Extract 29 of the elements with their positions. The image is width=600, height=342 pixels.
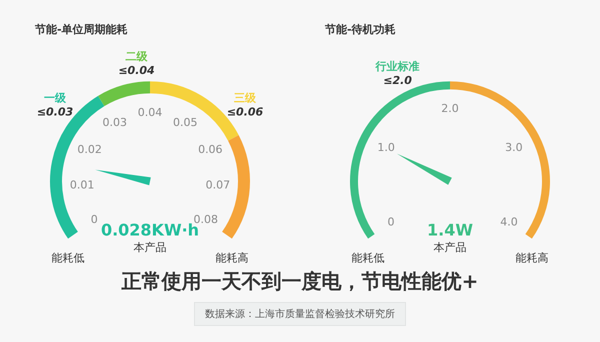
text: 本产品 bbox=[434, 241, 466, 254]
source-note: 数据来源：上海市质量监督检验技术研究所 bbox=[194, 302, 406, 326]
text: 0.05 bbox=[173, 116, 198, 130]
text: 能耗低 bbox=[352, 252, 385, 265]
text: 能耗低 bbox=[52, 252, 85, 265]
text: 3.0 bbox=[505, 140, 523, 154]
text: 能耗高 bbox=[515, 252, 548, 265]
slice-label: 行业标准 ≤2.0 bbox=[374, 60, 420, 88]
text: 0.01 bbox=[70, 178, 94, 192]
text: 0 bbox=[388, 215, 395, 228]
slice-label: 二级 ≤0.04 bbox=[118, 50, 155, 77]
text: 1.4W bbox=[427, 220, 474, 240]
text: 正常使用一天不到一度电，节电性能优+ bbox=[120, 268, 480, 295]
text: 0.06 bbox=[198, 142, 223, 156]
text: 0.04 bbox=[138, 106, 162, 120]
text: 0 bbox=[90, 213, 98, 226]
slice-label: 一级 ≤0.03 bbox=[36, 91, 74, 118]
slice-label: 三级 ≤0.06 bbox=[226, 91, 264, 118]
text: 1.0 bbox=[377, 140, 395, 154]
text: 0.07 bbox=[206, 178, 230, 192]
chart-title: 节能-待机功耗 bbox=[325, 22, 396, 37]
text: 2.0 bbox=[441, 102, 459, 116]
text: 0.08 bbox=[193, 213, 218, 226]
text: 本产品 bbox=[134, 241, 166, 254]
text: 4.0 bbox=[500, 215, 518, 228]
text: 能耗高 bbox=[215, 252, 248, 265]
text: 0.02 bbox=[77, 142, 102, 156]
chart-title: 节能-单位周期能耗 bbox=[35, 22, 128, 37]
text: 0.03 bbox=[102, 116, 127, 130]
